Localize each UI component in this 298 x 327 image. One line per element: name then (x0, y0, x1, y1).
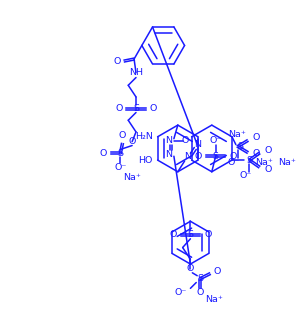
Text: O: O (252, 133, 260, 142)
Text: O: O (204, 231, 211, 239)
Text: O: O (195, 152, 202, 161)
Text: Na⁺: Na⁺ (255, 158, 273, 166)
Text: S: S (238, 142, 244, 151)
Text: O: O (214, 267, 221, 276)
Text: O: O (264, 165, 271, 174)
Text: S: S (117, 149, 123, 158)
Text: O⁻: O⁻ (174, 288, 187, 297)
Text: O⁻: O⁻ (239, 171, 252, 180)
Text: N: N (165, 150, 172, 159)
Text: N: N (165, 136, 172, 145)
Text: O: O (196, 288, 204, 297)
Text: O: O (229, 152, 237, 161)
Text: O: O (115, 104, 122, 113)
Text: N: N (194, 140, 201, 149)
Text: S: S (187, 231, 193, 239)
Text: O: O (150, 104, 157, 113)
Text: H₂N: H₂N (135, 132, 153, 141)
Text: O: O (100, 149, 107, 158)
Text: S: S (246, 156, 252, 164)
Text: O: O (264, 146, 271, 155)
Text: O: O (113, 57, 120, 65)
Text: O: O (187, 265, 194, 273)
Text: O⁻: O⁻ (114, 164, 127, 172)
Text: O: O (182, 136, 189, 145)
Text: Na⁺: Na⁺ (279, 158, 297, 166)
Text: O⁻: O⁻ (228, 158, 240, 166)
Text: Na⁺: Na⁺ (123, 173, 141, 182)
Text: S: S (213, 152, 219, 161)
Text: S: S (197, 274, 203, 283)
Text: O: O (128, 137, 136, 146)
Text: Na⁺: Na⁺ (228, 130, 246, 139)
Text: Na⁺: Na⁺ (205, 296, 223, 304)
Text: O: O (119, 131, 126, 140)
Text: O: O (170, 231, 177, 239)
Text: HO: HO (138, 156, 153, 164)
Text: N: N (184, 152, 191, 161)
Text: O⁻: O⁻ (209, 136, 222, 145)
Text: S: S (133, 104, 139, 113)
Text: NH: NH (129, 68, 143, 77)
Text: O: O (252, 149, 260, 158)
